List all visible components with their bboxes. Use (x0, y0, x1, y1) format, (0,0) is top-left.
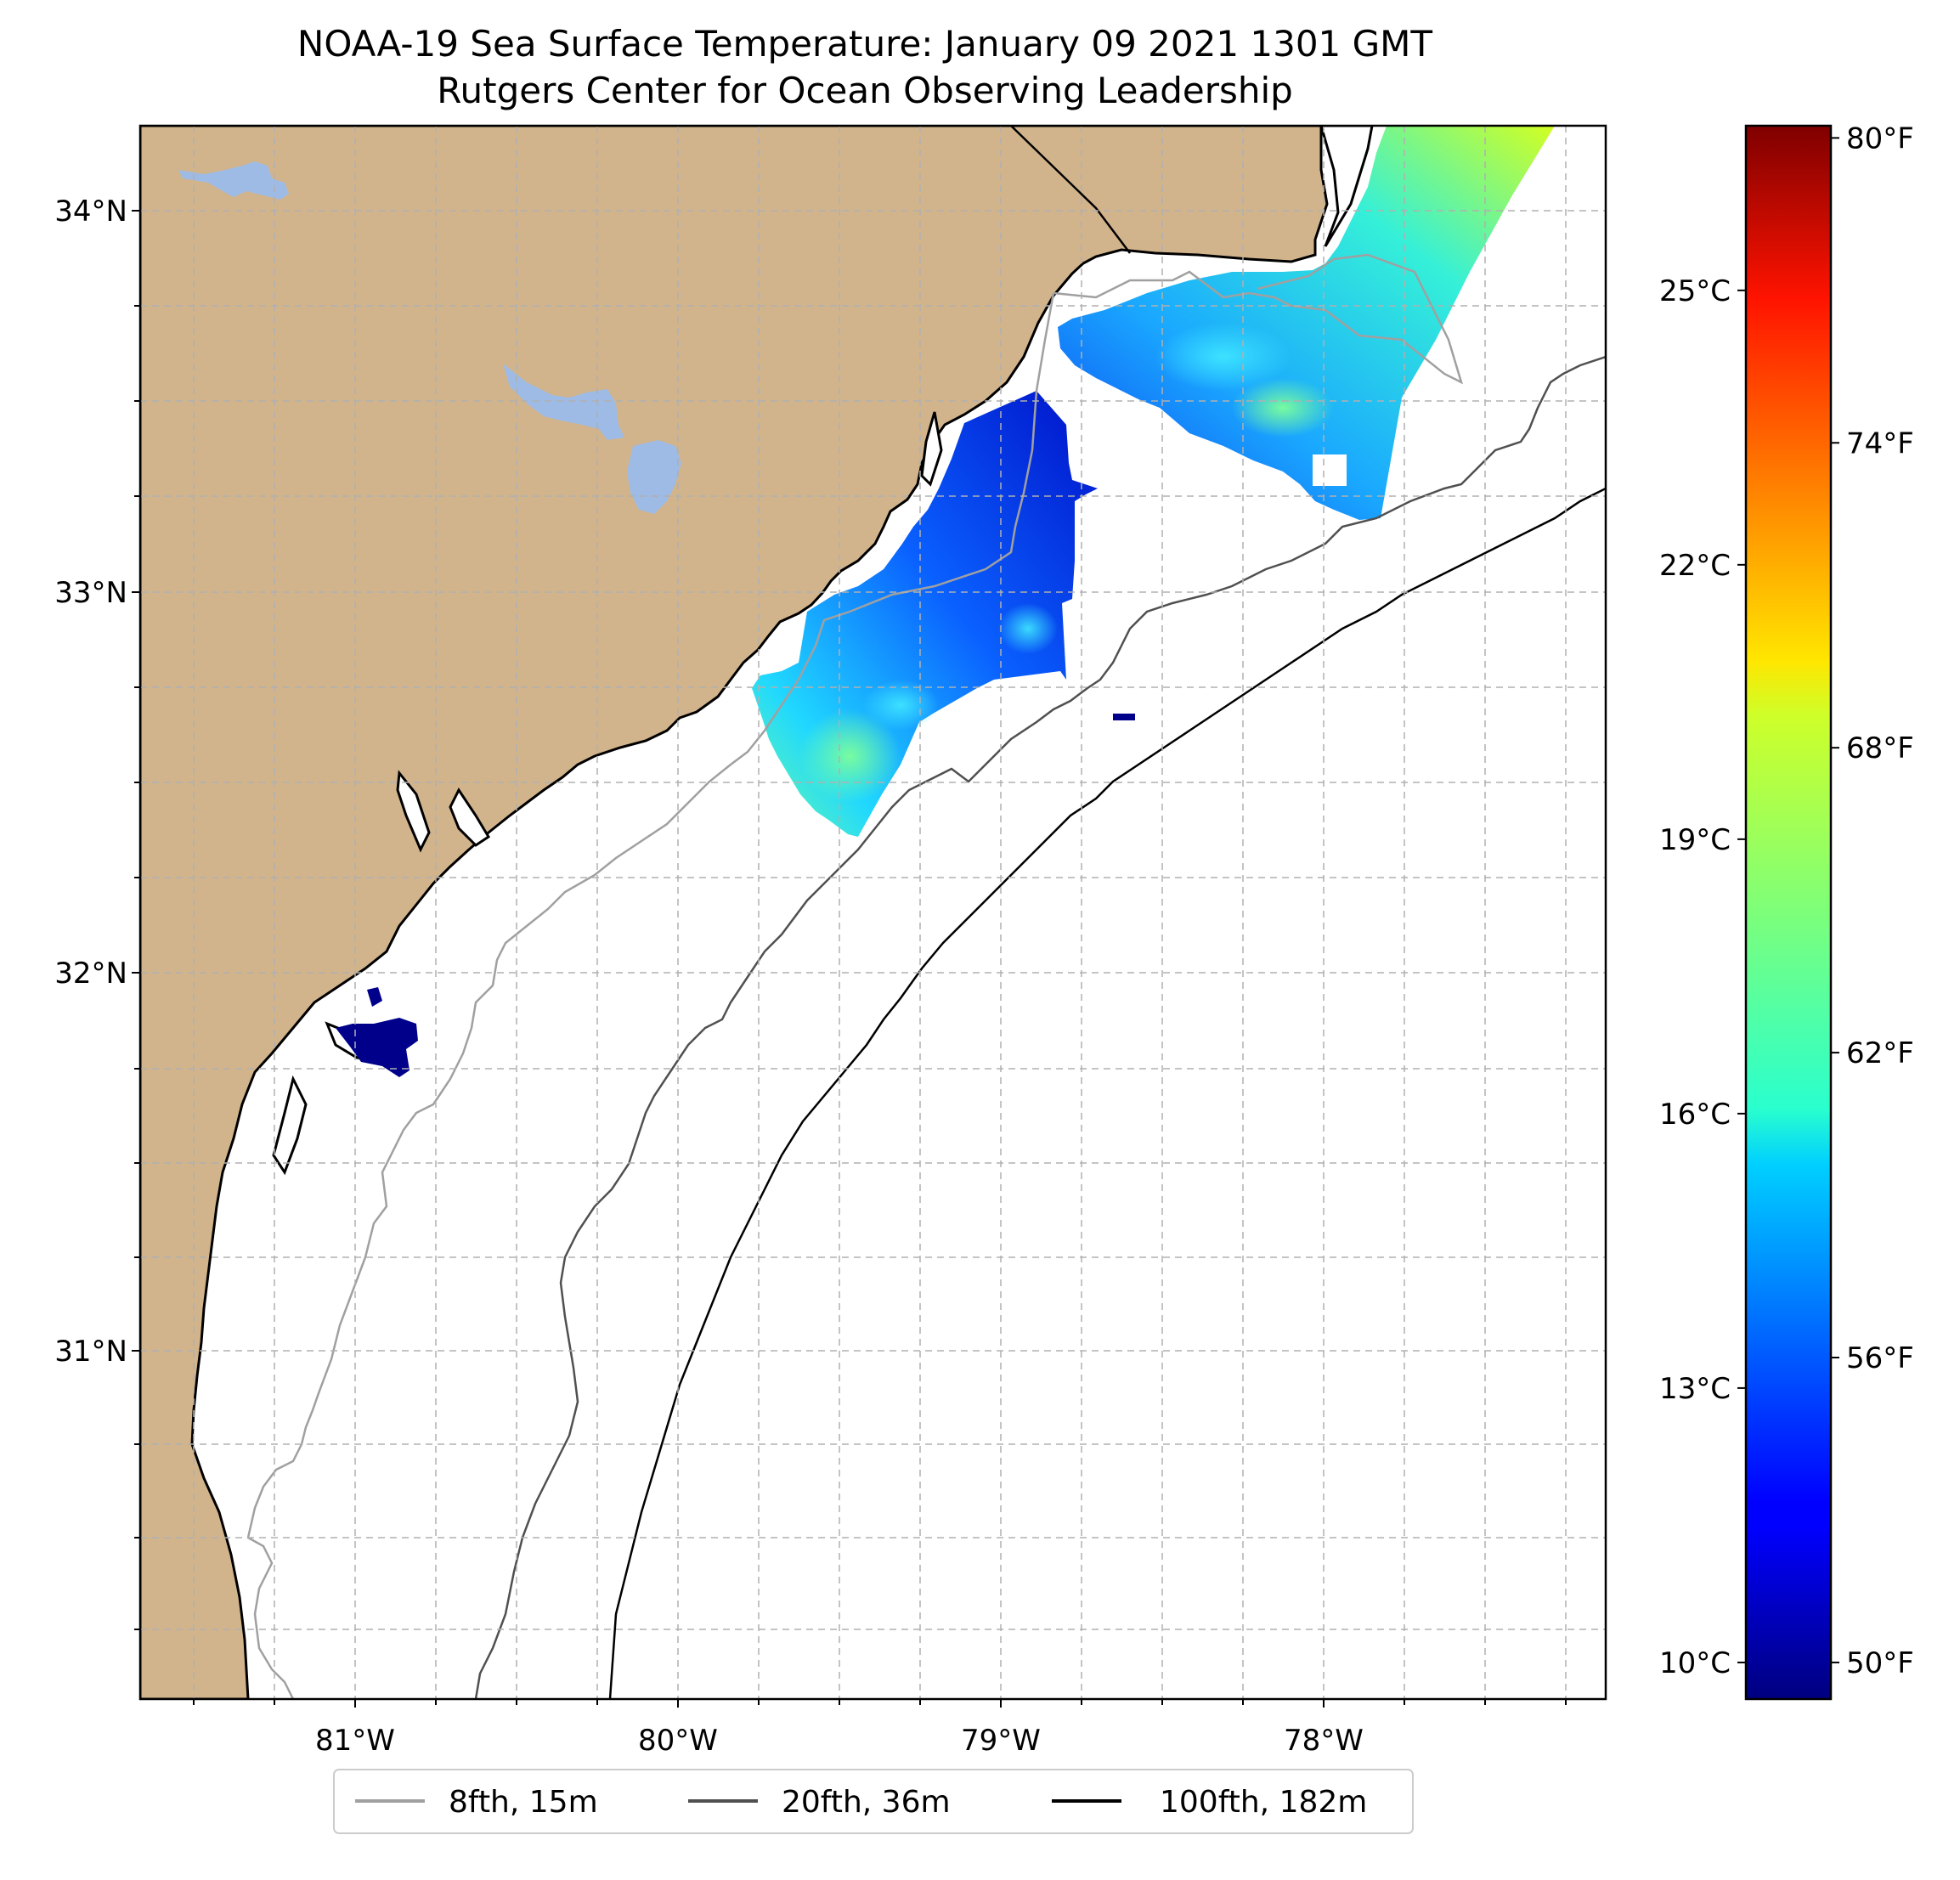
legend-box (333, 1769, 1414, 1834)
axis-ticks (132, 210, 1567, 1708)
colorbar-label-fahrenheit: 68°F (1846, 731, 1914, 765)
sst-data-gap (1313, 454, 1347, 486)
colorbar-label-fahrenheit: 56°F (1846, 1341, 1914, 1375)
lon-label-79: 79°W (961, 1724, 1041, 1758)
colorbar-label-fahrenheit: 50°F (1846, 1646, 1914, 1680)
sst-warm-patch (998, 603, 1058, 654)
map-area (140, 126, 1606, 1699)
contour-20fth (474, 355, 1606, 1699)
colorbar-label-fahrenheit: 74°F (1846, 426, 1914, 460)
lat-label-33: 33°N (54, 576, 127, 610)
sst-swath-northeast (1058, 126, 1555, 520)
sst-warm-patch (1155, 323, 1291, 391)
map-title: NOAA-19 Sea Surface Temperature: January… (297, 23, 1433, 65)
estuary (396, 770, 431, 853)
colorbar (1744, 124, 1833, 1701)
colorbar-label-fahrenheit: 80°F (1846, 121, 1914, 155)
estuary (920, 411, 943, 487)
lon-label-81: 81°W (315, 1724, 395, 1758)
state-border (1010, 126, 1131, 254)
colorbar-label-celsius: 10°C (1659, 1646, 1731, 1680)
colorbar-label-celsius: 25°C (1659, 274, 1731, 308)
sst-patch-small (1113, 714, 1135, 720)
legend-label-20fth: 20fth, 36m (782, 1785, 951, 1820)
contour-8fth (246, 253, 1464, 1699)
colorbar-label-celsius: 19°C (1659, 823, 1731, 857)
sst-warm-patch (799, 709, 901, 803)
lon-label-78: 78°W (1284, 1724, 1364, 1758)
land (140, 126, 1329, 1699)
colorbar-label-celsius: 16°C (1659, 1098, 1731, 1132)
estuary (449, 788, 491, 847)
colorbar-label-celsius: 22°C (1659, 549, 1731, 583)
lon-label-80: 80°W (638, 1724, 718, 1758)
lat-label-34: 34°N (54, 195, 127, 229)
legend-label-100fth: 100fth, 182m (1160, 1785, 1367, 1820)
legend: 8fth, 15m 20fth, 36m 100fth, 182m (333, 1769, 1414, 1834)
lat-label-31: 31°N (54, 1335, 127, 1369)
sst-patch-savannah (336, 1018, 418, 1077)
estuary (1319, 126, 1374, 247)
lake-marion (503, 364, 624, 440)
colorbar-label-fahrenheit: 62°F (1846, 1036, 1914, 1070)
colorbar-ticks: 25°C 22°C 19°C 16°C 13°C 10°C 80°F 74°F 68°F 62°F… (1659, 121, 1914, 1680)
map-frame (138, 124, 1607, 1701)
sst-warm-patch (862, 680, 939, 731)
lake-north (178, 161, 289, 200)
lat-label-32: 32°N (54, 957, 127, 991)
estuary (272, 1075, 308, 1176)
contour-100fth (608, 487, 1606, 1699)
sst-warm-patch (1232, 378, 1334, 438)
colorbar-label-celsius: 13°C (1659, 1372, 1731, 1406)
legend-label-8fth: 8fth, 15m (449, 1785, 598, 1820)
map-subtitle: Rutgers Center for Ocean Observing Leade… (437, 70, 1293, 111)
gridlines (140, 126, 1606, 1699)
sst-patch-small (367, 987, 382, 1007)
